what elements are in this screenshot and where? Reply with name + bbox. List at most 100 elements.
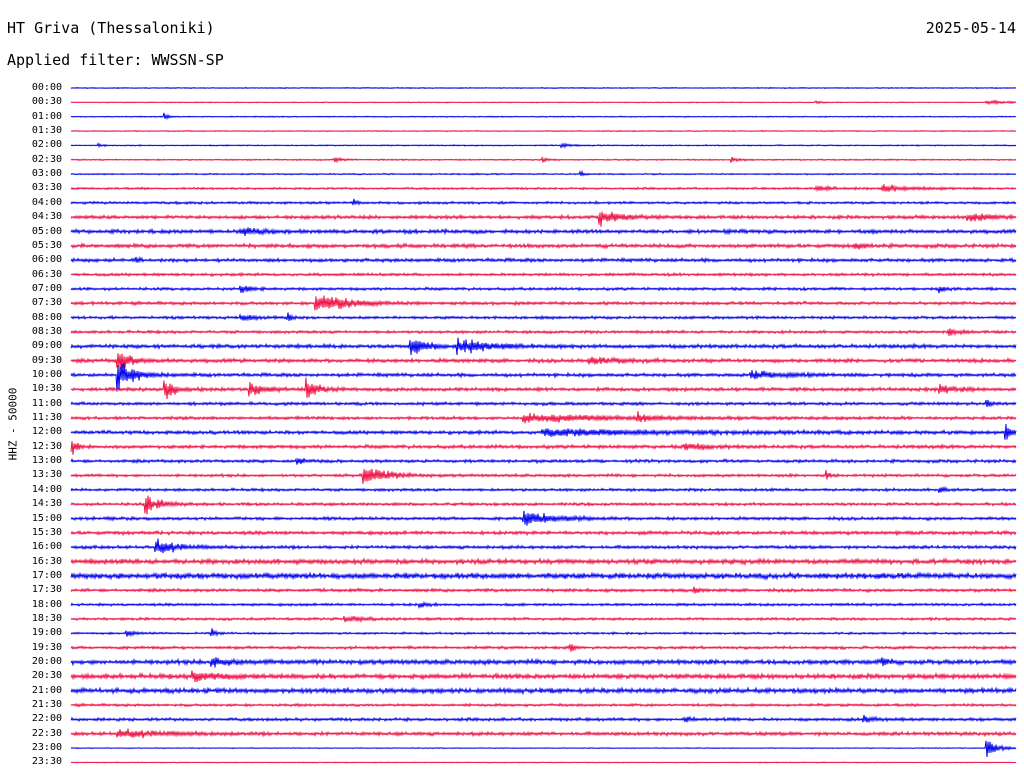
trace-line <box>70 129 1017 133</box>
time-label: 15:30 <box>31 526 62 538</box>
time-label: 01:00 <box>31 110 62 122</box>
trace-line <box>70 377 1017 400</box>
trace-line <box>70 226 1017 237</box>
time-label: 20:00 <box>31 656 62 667</box>
recording-date: 2025-05-14 <box>925 19 1016 37</box>
time-label: 20:30 <box>31 670 62 682</box>
time-label: 14:00 <box>31 483 62 495</box>
time-label: 05:30 <box>31 239 62 251</box>
trace-line <box>70 571 1017 581</box>
trace-line <box>70 538 1017 554</box>
trace-line <box>70 285 1017 294</box>
trace-line <box>70 761 1017 764</box>
time-label: 22:00 <box>31 713 62 725</box>
time-label: 08:30 <box>31 325 62 337</box>
trace-line <box>70 255 1017 264</box>
time-label: 22:30 <box>31 727 62 739</box>
trace-line <box>70 686 1017 696</box>
time-label: 09:00 <box>31 340 62 352</box>
trace-line <box>70 353 1017 370</box>
time-axis-labels: 00:00 00:30 01:00 01:30 02:00 02:30 03:00 03:30… <box>0 0 66 780</box>
time-label: 07:30 <box>31 297 62 309</box>
time-label: 03:30 <box>31 182 62 194</box>
trace-line <box>70 557 1017 567</box>
trace-line <box>70 485 1017 493</box>
time-label: 16:00 <box>31 541 62 553</box>
trace-line <box>70 312 1017 322</box>
trace-line <box>70 600 1017 610</box>
trace-line <box>70 363 1017 392</box>
trace-line <box>70 529 1017 537</box>
trace-line <box>70 86 1017 90</box>
trace-line <box>70 399 1017 408</box>
trace-line <box>70 714 1017 724</box>
trace-line <box>70 702 1017 708</box>
time-label: 11:00 <box>31 397 62 409</box>
trace-line <box>70 644 1017 652</box>
time-label: 19:30 <box>31 641 62 653</box>
trace-line <box>70 169 1017 177</box>
time-label: 10:00 <box>31 369 62 380</box>
time-label: 14:30 <box>31 498 62 510</box>
trace-line <box>70 457 1017 465</box>
trace-line <box>70 198 1017 206</box>
trace-line <box>70 142 1017 149</box>
trace-line <box>70 328 1017 337</box>
trace-line <box>70 423 1017 440</box>
time-label: 12:30 <box>31 440 62 452</box>
time-label: 13:30 <box>31 469 62 481</box>
time-label: 03:00 <box>31 168 62 180</box>
trace-line <box>70 411 1017 424</box>
time-label: 02:30 <box>31 153 62 165</box>
trace-line <box>70 586 1017 594</box>
trace-line <box>70 271 1017 278</box>
time-label: 19:00 <box>31 627 62 639</box>
trace-line <box>70 740 1017 757</box>
trace-line <box>70 628 1017 638</box>
time-label: 09:30 <box>31 354 62 366</box>
trace-line <box>70 211 1017 227</box>
time-label: 07:00 <box>31 282 62 294</box>
trace-line <box>70 495 1017 515</box>
time-label: 00:00 <box>31 82 62 93</box>
time-label: 10:30 <box>31 383 62 395</box>
trace-line <box>70 156 1017 164</box>
time-label: 21:00 <box>31 684 62 696</box>
trace-line <box>70 657 1017 668</box>
time-label: 23:00 <box>31 742 62 754</box>
trace-line <box>70 441 1017 455</box>
time-label: 05:00 <box>31 225 62 237</box>
trace-line <box>70 295 1017 311</box>
trace-line <box>70 112 1017 121</box>
time-label: 18:30 <box>31 612 62 624</box>
trace-line <box>70 670 1017 682</box>
time-label: 13:00 <box>31 455 62 467</box>
time-label: 23:30 <box>31 756 62 768</box>
trace-line <box>70 510 1017 526</box>
trace-line <box>70 728 1017 739</box>
time-label: 00:30 <box>31 96 62 108</box>
trace-line <box>70 337 1017 356</box>
time-label: 18:00 <box>31 598 62 610</box>
filter-label: Applied filter: WWSSN-SP <box>7 51 224 69</box>
time-label: 17:30 <box>31 584 62 596</box>
time-label: 17:00 <box>31 569 62 581</box>
station-title: HT Griva (Thessaloniki) <box>7 19 215 37</box>
time-label: 04:00 <box>31 196 62 208</box>
trace-line <box>70 468 1017 484</box>
time-label: 12:00 <box>31 426 62 438</box>
trace-line <box>70 615 1017 624</box>
time-label: 21:30 <box>31 699 62 711</box>
trace-line <box>70 99 1017 106</box>
time-label: 08:00 <box>31 311 62 323</box>
time-label: 01:30 <box>31 125 62 137</box>
trace-line <box>70 184 1017 193</box>
time-label: 02:00 <box>31 139 62 151</box>
trace-line <box>70 242 1017 250</box>
time-label: 04:30 <box>31 211 62 223</box>
time-label: 16:30 <box>31 555 62 567</box>
time-label: 06:30 <box>31 268 62 280</box>
time-label: 11:30 <box>31 412 62 424</box>
time-label: 15:00 <box>31 512 62 524</box>
